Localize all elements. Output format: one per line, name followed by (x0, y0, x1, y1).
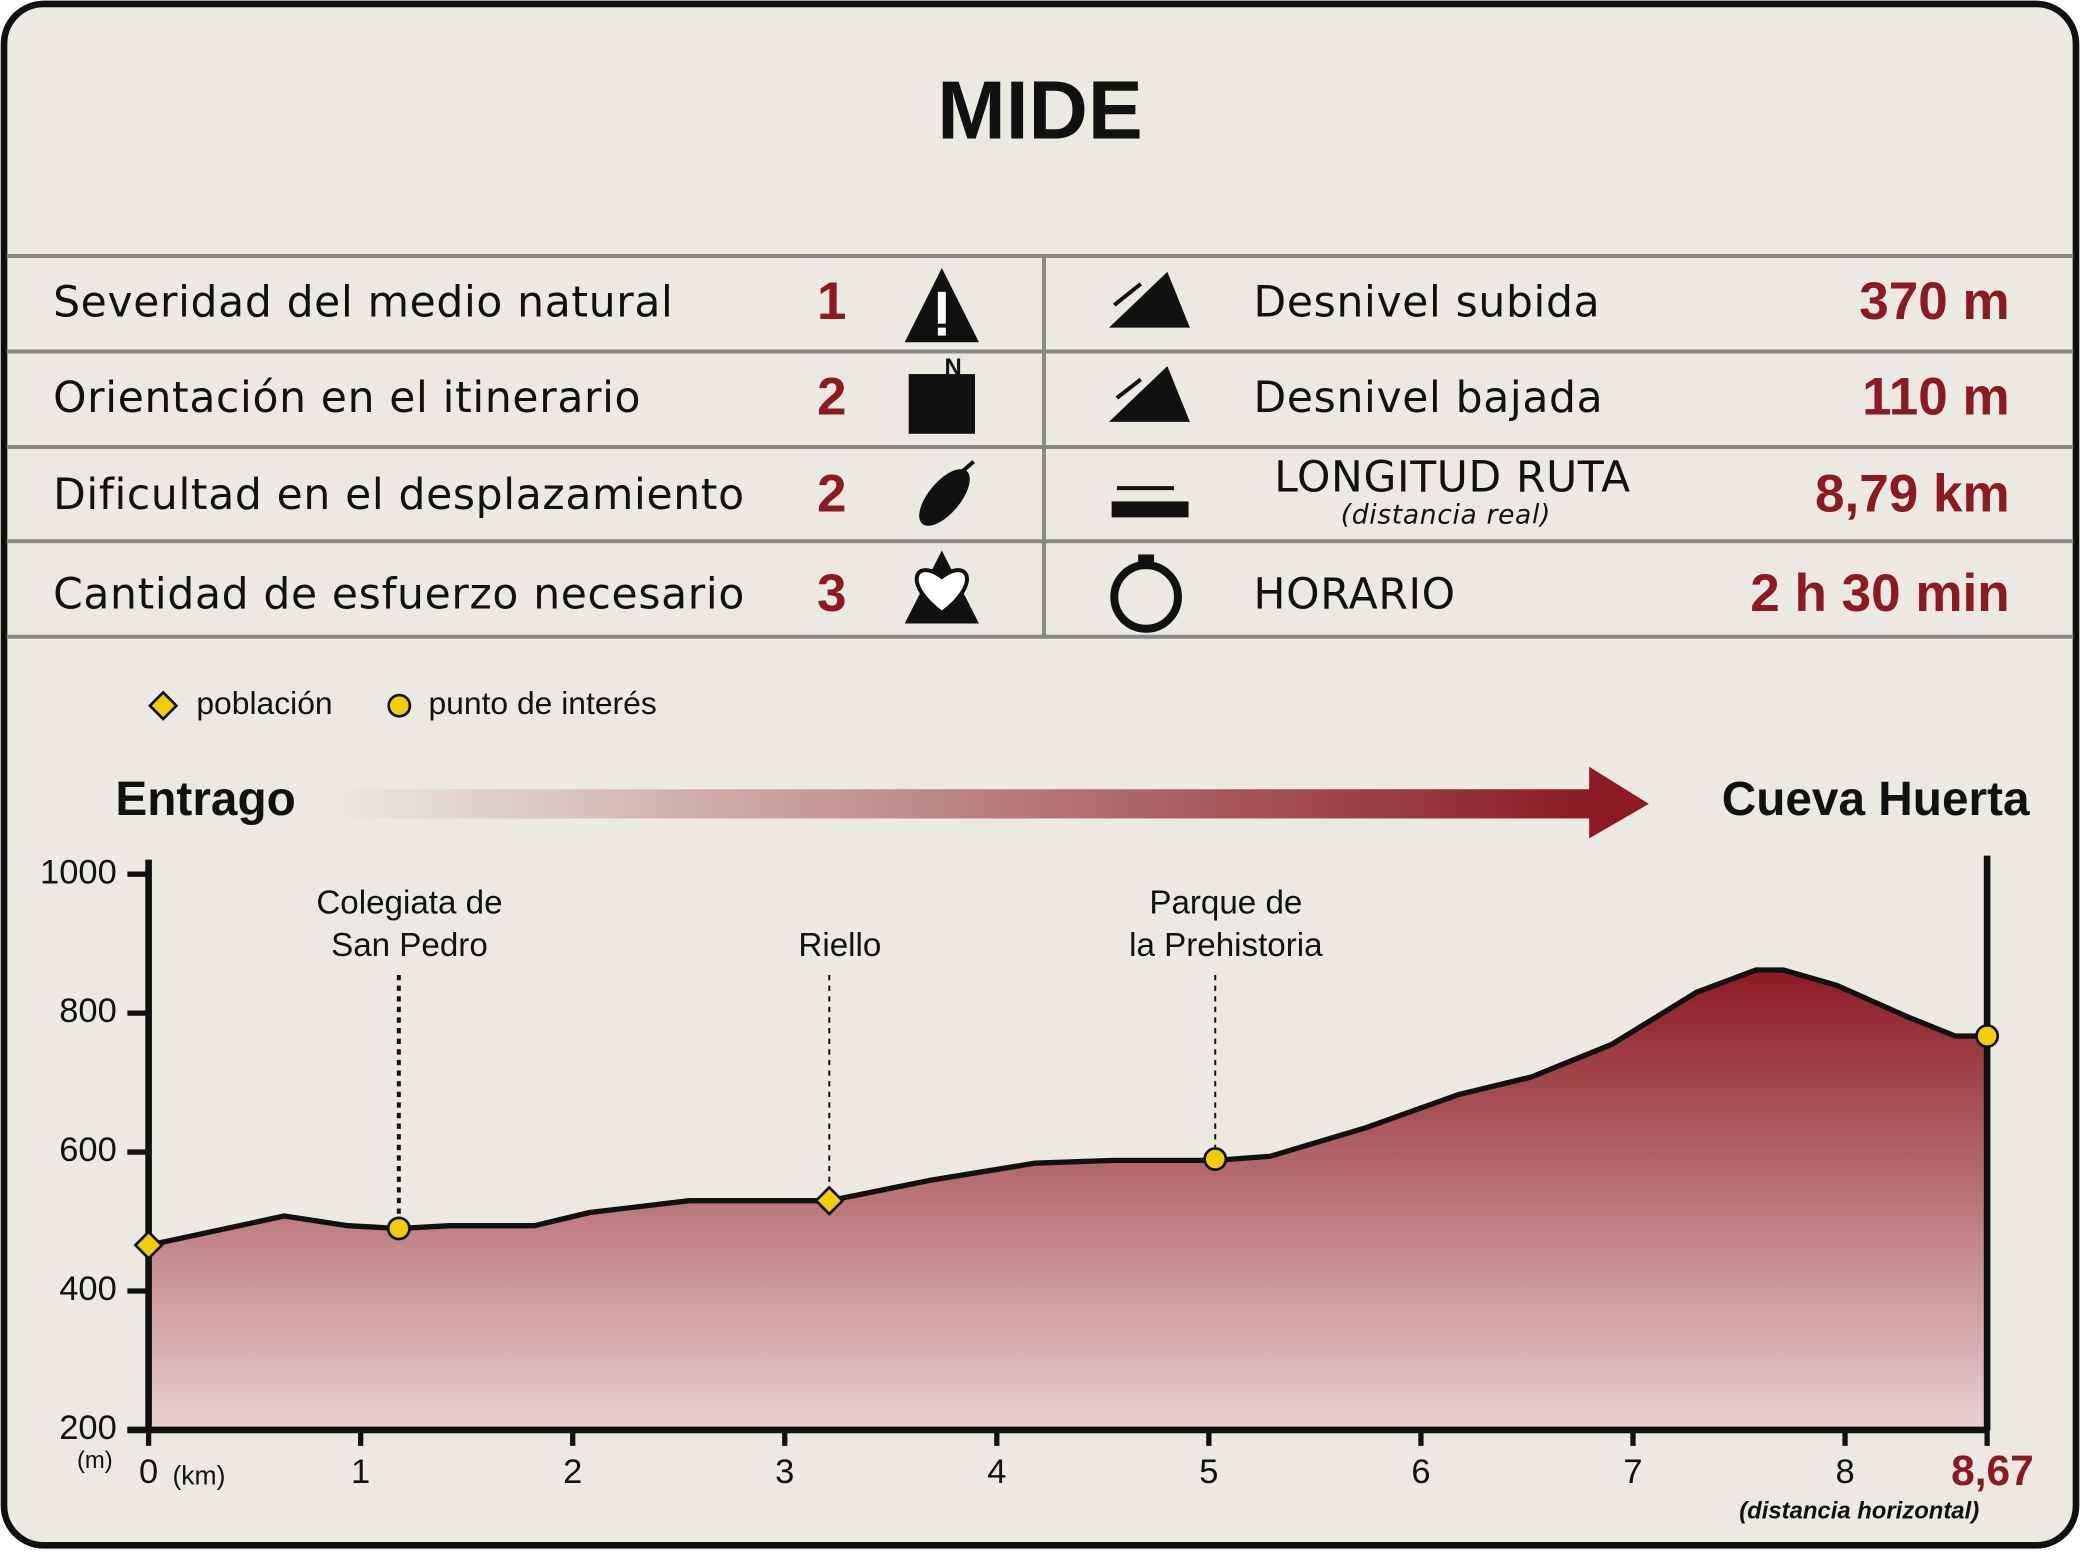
icons: N (904, 267, 1190, 633)
row-value: 2 (817, 464, 847, 523)
row-right-label: Desnivel subida (1254, 279, 1601, 328)
annotation: Riello (798, 927, 881, 964)
x-tick-label: 7 (1623, 1453, 1642, 1491)
row-label: Cantidad de esfuerzo necesario (53, 570, 745, 619)
title: MIDE (937, 65, 1143, 156)
row-right-label: HORARIO (1254, 570, 1456, 619)
x-tick-label: 8 (1835, 1453, 1854, 1491)
annotation: San Pedro (331, 927, 488, 964)
profile-area (148, 970, 1988, 1430)
interes-marker (387, 693, 412, 718)
y-tick-label: 600 (59, 1131, 117, 1169)
start-label: Entrago (115, 773, 295, 826)
row-value: 1 (817, 272, 847, 331)
x-tick-label: 3 (775, 1453, 794, 1491)
row-right-value: 110 m (1862, 368, 2009, 427)
row-right-value: 370 m (1859, 272, 2009, 331)
row-value: 3 (817, 564, 847, 623)
y-unit: (m) (77, 1447, 113, 1474)
row-right-value: 8,79 km (1815, 464, 2010, 523)
x-tick-label: 6 (1411, 1453, 1430, 1491)
end-label: Cueva Huerta (1722, 773, 2030, 826)
row-right-label: LONGITUD RUTA (1274, 454, 1631, 503)
profile-line (148, 967, 1988, 1248)
row-label: Orientación en el itinerario (53, 374, 641, 423)
legend-label: población (196, 685, 332, 721)
direction-arrowhead (1589, 766, 1649, 839)
x-unit: (km) (172, 1461, 225, 1491)
x-tick-label: 4 (987, 1453, 1006, 1491)
y-tick-label: 1000 (40, 853, 117, 891)
x-tick-label: 1 (351, 1453, 370, 1491)
x-tick-label: 8,67 (1951, 1447, 2034, 1494)
poblacion-marker (148, 690, 179, 721)
table-grid (6, 254, 2074, 639)
x-tick-label: 2 (563, 1453, 582, 1491)
interes-marker (386, 1216, 411, 1241)
y-tick-label: 800 (59, 992, 117, 1030)
annotation: la Prehistoria (1129, 927, 1323, 964)
legend-label: punto de interés (428, 685, 656, 721)
svg-text:N: N (944, 354, 961, 381)
interes-marker (1203, 1147, 1228, 1171)
direction-arrow (338, 789, 1592, 819)
annotation: Parque de (1149, 884, 1302, 921)
row-label: Severidad del medio natural (53, 279, 673, 328)
x-tick-label: 0 (139, 1453, 158, 1491)
row-right-label: Desnivel bajada (1254, 374, 1604, 423)
poblacion-marker (814, 1185, 845, 1216)
row-right-value: 2 h 30 min (1750, 564, 2009, 623)
annotation: Colegiata de (316, 884, 502, 921)
interes-marker (1975, 1024, 2000, 1048)
row-value: 2 (817, 368, 847, 427)
poblacion-marker (133, 1230, 164, 1261)
y-tick-label: 400 (59, 1270, 117, 1308)
y-tick-label: 200 (59, 1409, 117, 1447)
legend: población punto de interés (148, 685, 657, 721)
row-label: Dificultad en el desplazamiento (53, 471, 745, 520)
x-note: (distancia horizontal) (1739, 1498, 1979, 1525)
x-tick-label: 5 (1199, 1453, 1218, 1491)
row-right-sublabel: (distancia real) (1341, 500, 1551, 531)
